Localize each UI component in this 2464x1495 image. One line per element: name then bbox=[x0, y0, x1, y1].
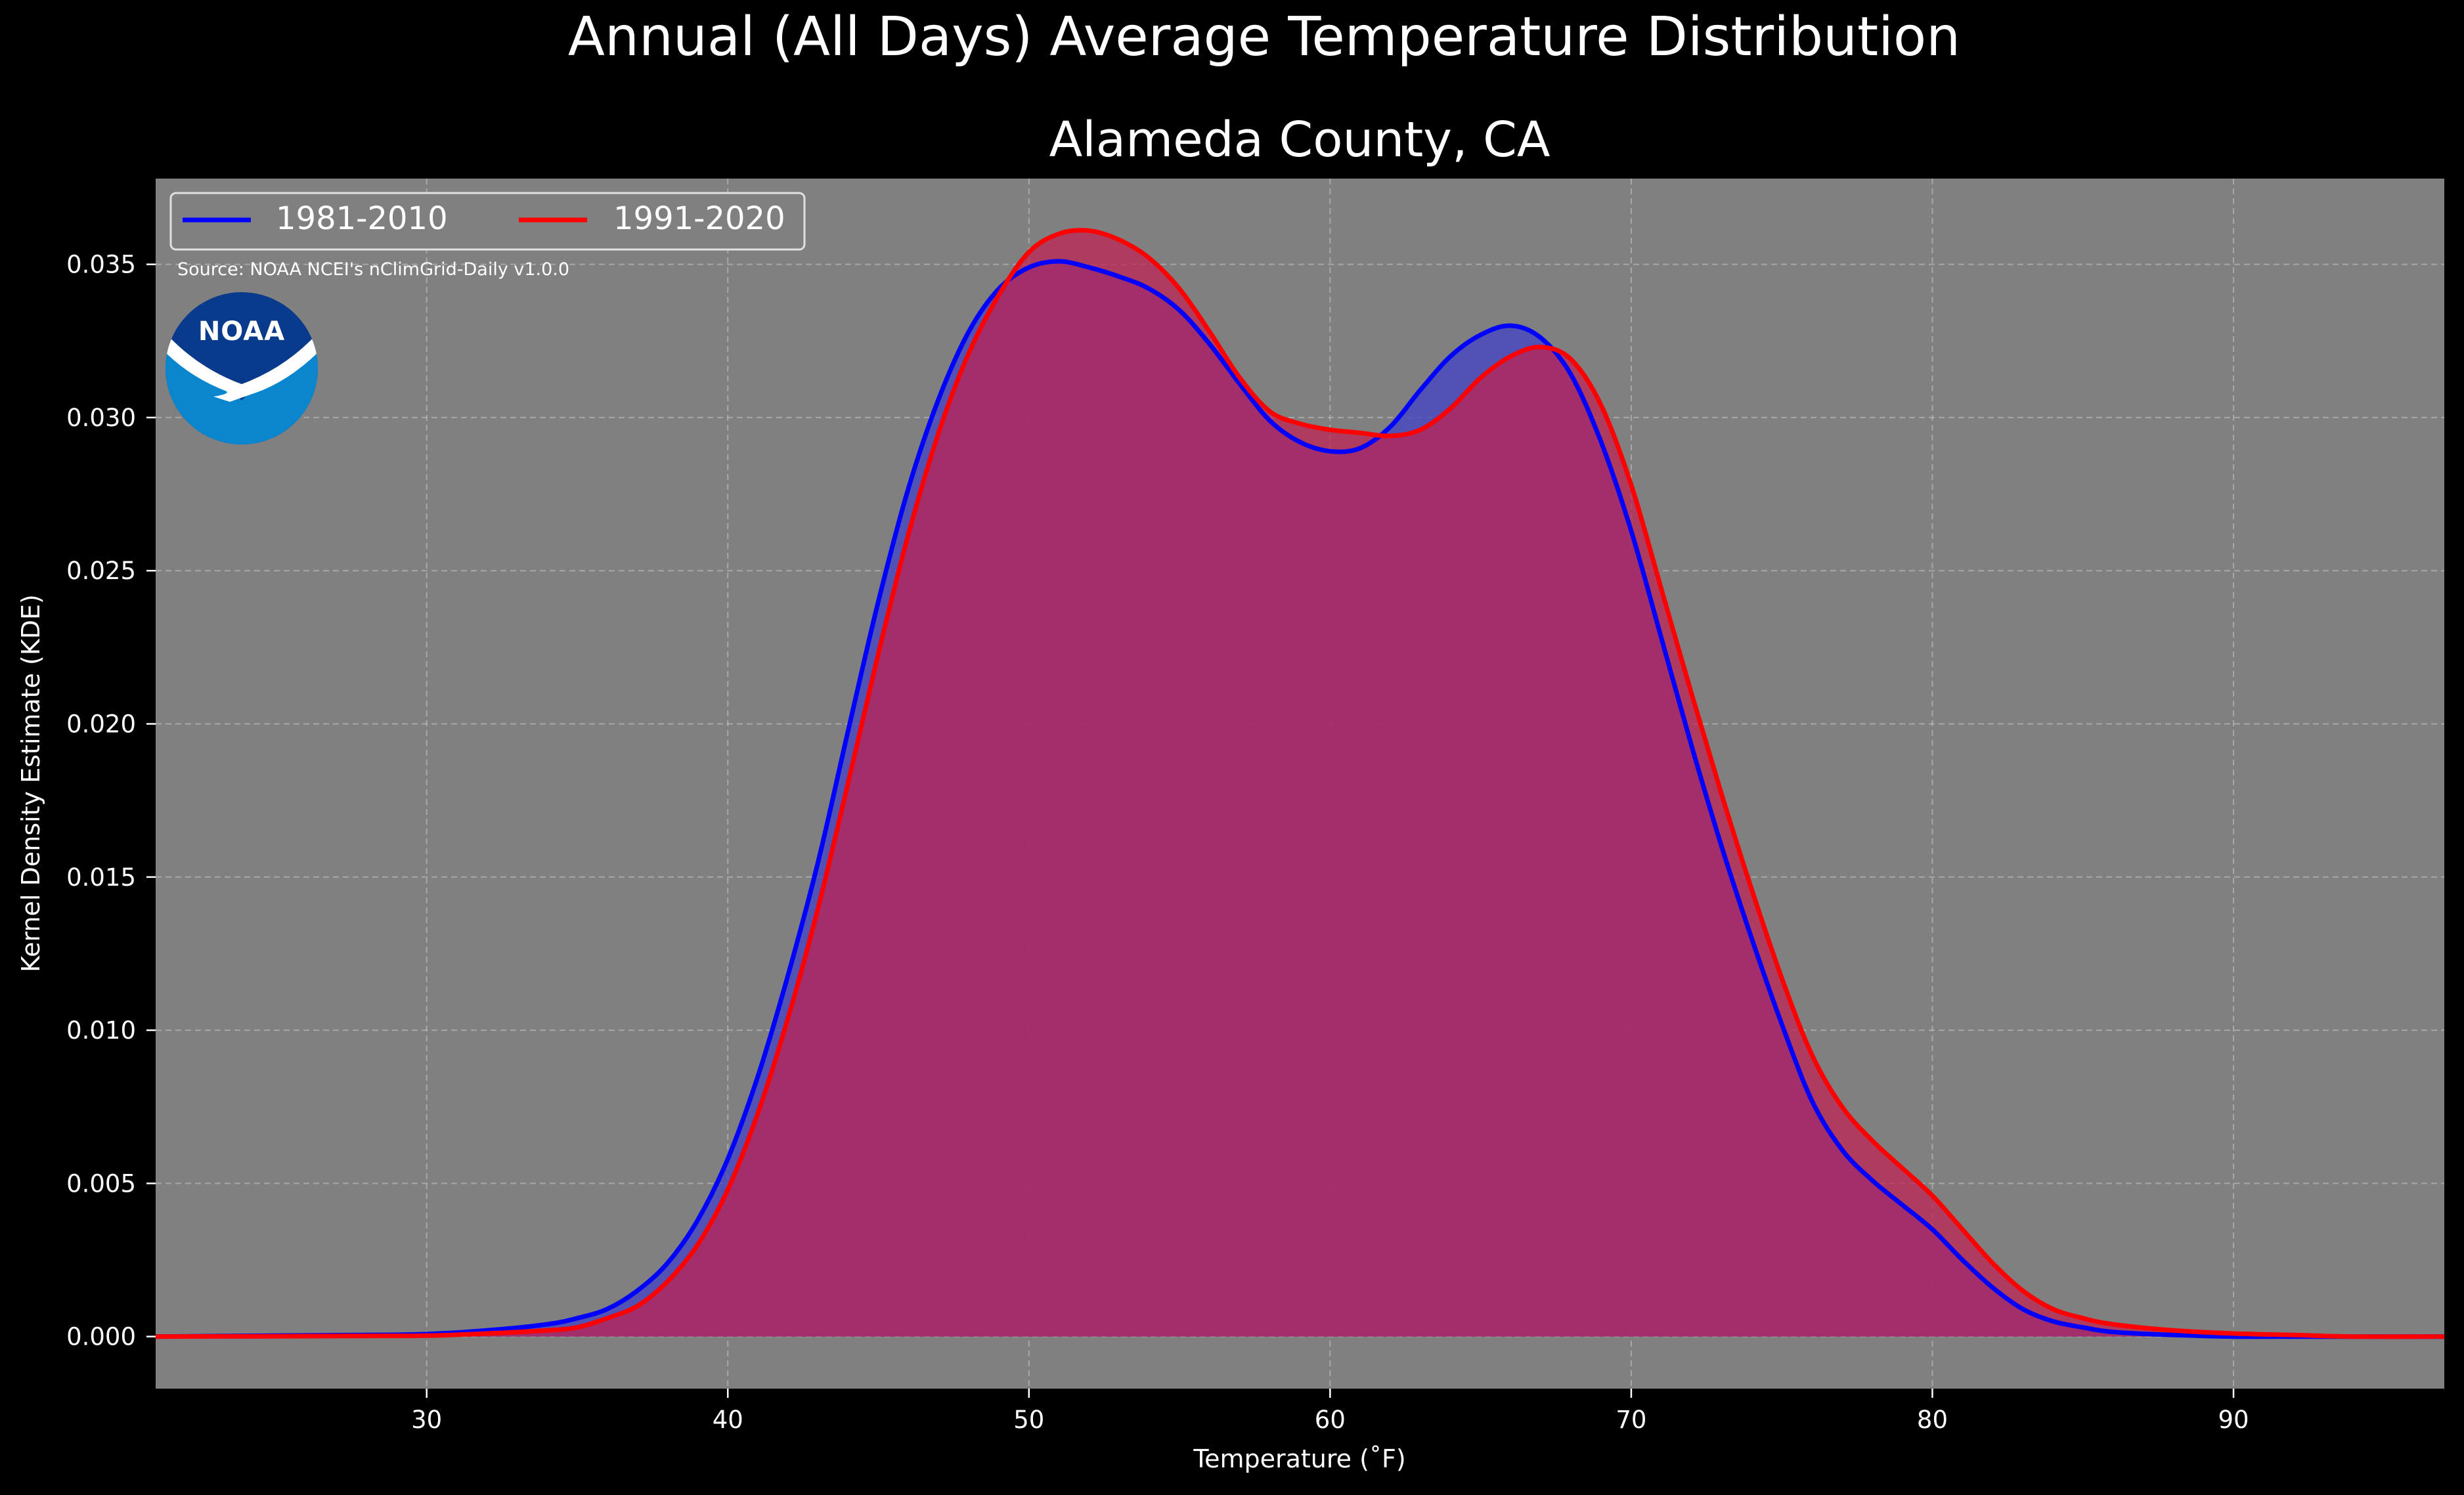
x-tick-label-70: 70 bbox=[1616, 1406, 1646, 1434]
plot-series bbox=[155, 228, 2445, 1339]
area-fills bbox=[156, 230, 2444, 1337]
y-tick-label-2: 0.010 bbox=[66, 1016, 136, 1045]
y-tick-label-0: 0.000 bbox=[66, 1323, 136, 1351]
noaa-logo-gull-icon bbox=[165, 332, 318, 402]
x-tick-label-30: 30 bbox=[411, 1406, 442, 1434]
y-tick-label-4: 0.020 bbox=[66, 710, 136, 739]
chart-title: Annual (All Days) Average Temperature Di… bbox=[568, 6, 1960, 68]
x-axis-label: Temperature (˚F) bbox=[1193, 1444, 1405, 1473]
chart-subtitle: Alameda County, CA bbox=[1049, 112, 1551, 168]
x-tick-label-40: 40 bbox=[713, 1406, 743, 1434]
source-note: Source: NOAA NCEI's nClimGrid-Daily v1.0… bbox=[177, 259, 569, 280]
legend-label-1981-2010: 1981-2010 bbox=[276, 200, 448, 237]
x-tick-label-90: 90 bbox=[2218, 1406, 2249, 1434]
x-tick-label-60: 60 bbox=[1315, 1406, 1346, 1434]
area-fill-1991-2020 bbox=[156, 230, 2444, 1337]
legend-box bbox=[169, 192, 806, 251]
legend: 1981-2010 1991-2020 bbox=[169, 192, 806, 251]
y-axis: 0.000 0.005 0.010 0.015 0.020 0.025 0.030 0.035 bbox=[66, 251, 156, 1351]
x-tick-label-50: 50 bbox=[1013, 1406, 1044, 1434]
y-tick-label-7: 0.035 bbox=[66, 251, 136, 279]
series-line-1991-2020 bbox=[155, 228, 2445, 1339]
legend-label-1991-2020: 1991-2020 bbox=[613, 200, 785, 237]
x-axis: 30 40 50 60 70 80 90 bbox=[411, 1389, 2249, 1434]
noaa-logo: NOAA bbox=[165, 292, 318, 444]
y-tick-label-3: 0.015 bbox=[66, 863, 136, 892]
series-line-1981-2010 bbox=[155, 259, 2444, 1339]
series-lines bbox=[155, 228, 2445, 1339]
y-tick-label-6: 0.030 bbox=[66, 404, 136, 432]
y-tick-label-5: 0.025 bbox=[66, 557, 136, 585]
y-axis-label: Kernel Density Estimate (KDE) bbox=[16, 594, 45, 972]
x-tick-label-80: 80 bbox=[1917, 1406, 1948, 1434]
noaa-logo-text: NOAA bbox=[198, 316, 285, 347]
y-tick-label-1: 0.005 bbox=[66, 1169, 136, 1198]
